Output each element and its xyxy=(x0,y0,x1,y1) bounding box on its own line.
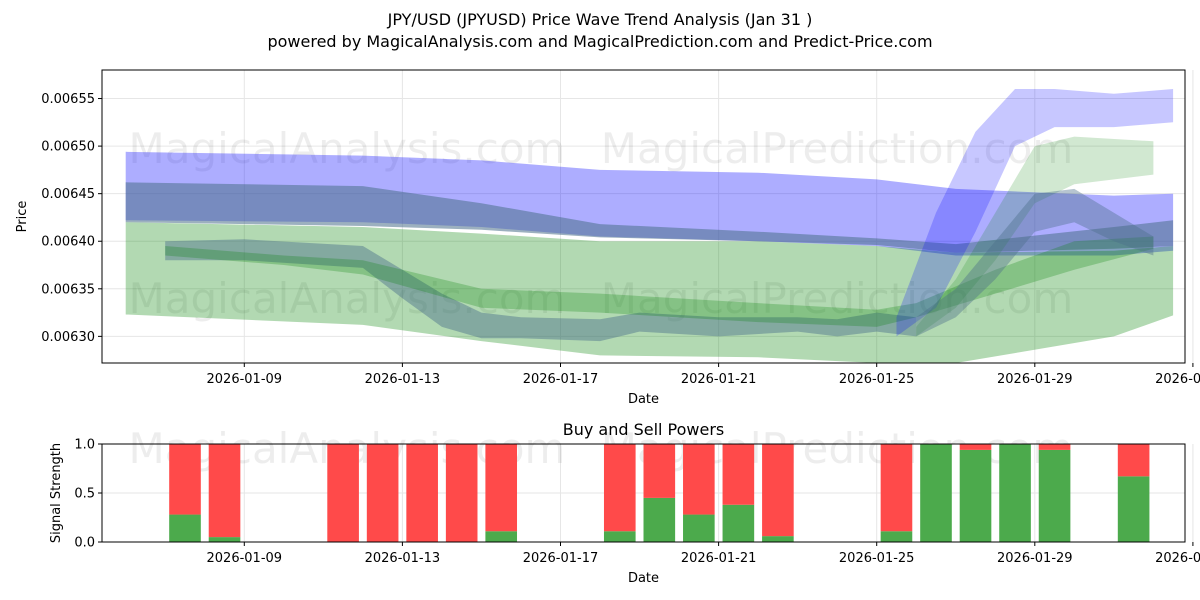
sell-bar xyxy=(722,444,755,505)
sell-bar xyxy=(1117,444,1150,477)
price-wave-band-1 xyxy=(165,239,917,342)
watermark: MagicalPrediction.com xyxy=(601,424,1074,473)
buy-bar xyxy=(643,497,676,542)
middle-steel-band xyxy=(125,182,1174,253)
buy-bar xyxy=(683,514,715,542)
sell-bar xyxy=(603,444,636,532)
watermark: MagicalAnalysis.com xyxy=(129,124,566,173)
buy-bar xyxy=(1038,449,1071,542)
x-tick-label: 2026-01-21 xyxy=(681,551,757,566)
x-tick-label: 2026-01-21 xyxy=(681,372,757,387)
y-tick-label: 0.5 xyxy=(74,487,95,502)
x-tick-label: 2026-01-13 xyxy=(365,551,441,566)
y-tick-label: 0.00645 xyxy=(41,187,95,202)
y-tick-label: 0.00635 xyxy=(41,282,95,297)
sell-bar xyxy=(683,444,715,515)
x-tick-label: 2026-01-29 xyxy=(997,551,1073,566)
y-tick-label: 0.0 xyxy=(74,536,95,551)
y-tick-label: 0.00640 xyxy=(41,235,95,250)
sell-bar xyxy=(445,444,478,542)
price-wave-band-2 xyxy=(165,236,1154,327)
buy-sell-panel: MagicalAnalysis.comMagicalPrediction.com… xyxy=(49,420,1200,586)
sell-bar xyxy=(327,444,359,542)
forecast-green-band xyxy=(916,136,1154,337)
buy-bar xyxy=(603,531,636,542)
sell-bar xyxy=(762,444,794,537)
panel-title: Buy and Sell Powers xyxy=(563,420,725,439)
bands-group xyxy=(125,89,1174,363)
x-tick-label: 2026-01-09 xyxy=(207,372,283,387)
sell-bar xyxy=(880,444,913,532)
buy-bar xyxy=(208,537,241,542)
buy-bar xyxy=(485,531,518,542)
x-tick-label: 2026-02-01 xyxy=(1155,551,1200,566)
buy-bar xyxy=(722,504,755,542)
sell-bar xyxy=(208,444,241,538)
upper-blue-band xyxy=(125,151,1174,256)
forecast-blue-band xyxy=(896,89,1174,337)
sell-bar xyxy=(643,444,676,498)
watermark: MagicalPrediction.com xyxy=(601,124,1074,173)
y-tick-label: 0.00630 xyxy=(41,330,95,345)
watermark: MagicalAnalysis.com xyxy=(129,274,566,323)
plot-frame xyxy=(101,69,1186,364)
x-tick-label: 2026-01-09 xyxy=(207,551,283,566)
buy-bar xyxy=(169,514,201,542)
x-tick-label: 2026-02-01 xyxy=(1155,372,1200,387)
sell-bar xyxy=(485,444,518,532)
buy-bar xyxy=(959,449,992,542)
x-tick-label: 2026-01-13 xyxy=(365,372,441,387)
x-tick-label: 2026-01-25 xyxy=(839,372,915,387)
chart-title: JPY/USD (JPYUSD) Price Wave Trend Analys… xyxy=(387,10,813,29)
price-wave-panel: MagicalAnalysis.com MagicalAnalysis.com Ma… xyxy=(15,69,1200,407)
y-axis-label: Price xyxy=(15,201,30,233)
forecast-steel-band xyxy=(916,188,1154,337)
y-tick-label: 0.00655 xyxy=(41,92,95,107)
x-tick-label: 2026-01-29 xyxy=(997,372,1073,387)
y-axis-label: Signal Strength xyxy=(49,443,64,543)
x-tick-label: 2026-01-17 xyxy=(523,551,599,566)
buy-bar xyxy=(1117,476,1150,542)
x-tick-label: 2026-01-25 xyxy=(839,551,915,566)
buy-bar xyxy=(762,536,794,542)
watermark: MagicalPrediction.com xyxy=(601,274,1074,323)
x-axis-label: Date xyxy=(628,571,659,586)
x-axis-label: Date xyxy=(628,392,659,407)
buy-bar xyxy=(920,444,952,542)
y-tick-label: 1.0 xyxy=(74,438,95,453)
buy-bar xyxy=(999,444,1031,542)
buy-bar xyxy=(880,531,913,542)
sell-bar xyxy=(169,444,201,515)
sell-bar xyxy=(1038,444,1071,450)
x-tick-label: 2026-01-17 xyxy=(523,372,599,387)
sell-bar xyxy=(959,444,992,450)
chart-subtitle: powered by MagicalAnalysis.com and Magic… xyxy=(267,32,932,51)
lower-green-band xyxy=(125,222,1174,363)
sell-bar xyxy=(406,444,438,542)
y-tick-label: 0.00650 xyxy=(41,140,95,155)
sell-bar xyxy=(366,444,399,542)
